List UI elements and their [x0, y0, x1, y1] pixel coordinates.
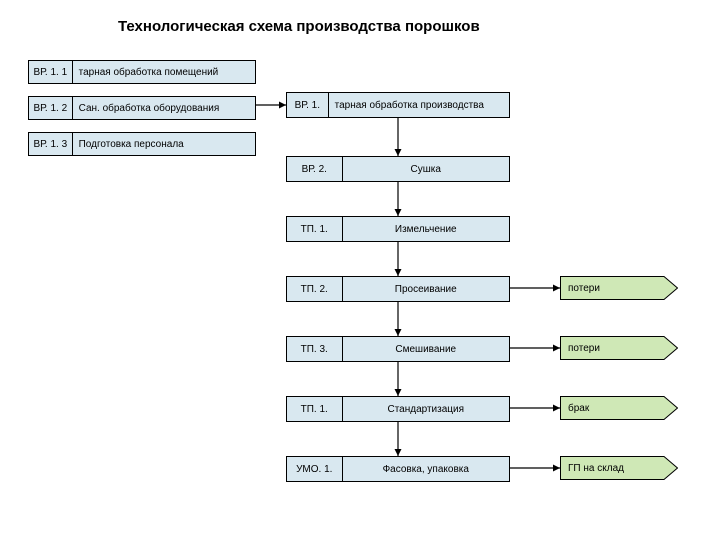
output-tag-label: потери: [568, 336, 600, 360]
node-label: Просеивание: [343, 277, 510, 301]
output-tag-label: потери: [568, 276, 600, 300]
node-code: ТП. 1.: [287, 217, 343, 241]
output-tag-g4: ГП на склад: [560, 456, 678, 480]
flow-node-bp1: ВР. 1.тарная обработка производства: [286, 92, 510, 118]
node-code: ТП. 1.: [287, 397, 343, 421]
output-tag-label: брак: [568, 396, 589, 420]
node-code: ВР. 1.: [287, 93, 329, 117]
node-code: УМО. 1.: [287, 457, 343, 481]
output-tag-g2: потери: [560, 336, 678, 360]
output-tag-label: ГП на склад: [568, 456, 624, 480]
node-label: тарная обработка производства: [329, 93, 509, 117]
diagram-title: Технологическая схема производства порош…: [118, 18, 480, 35]
node-code: ВР. 1. 2: [29, 97, 73, 119]
node-code: ВР. 1. 1: [29, 61, 73, 83]
node-label: Фасовка, упаковка: [343, 457, 510, 481]
node-label: Стандартизация: [343, 397, 510, 421]
node-code: ВР. 2.: [287, 157, 343, 181]
flow-node-bp2: ВР. 2.Сушка: [286, 156, 510, 182]
flow-node-bp13: ВР. 1. 3Подготовка персонала: [28, 132, 256, 156]
output-tag-g1: потери: [560, 276, 678, 300]
flow-node-umo1: УМО. 1.Фасовка, упаковка: [286, 456, 510, 482]
output-tag-g3: брак: [560, 396, 678, 420]
node-label: Измельчение: [343, 217, 510, 241]
node-label: Сан. обработка оборудования: [73, 97, 255, 119]
diagram-root: Технологическая схема производства порош…: [0, 0, 720, 540]
node-label: тарная обработка помещений: [73, 61, 255, 83]
node-code: ТП. 3.: [287, 337, 343, 361]
flow-node-bp12: ВР. 1. 2Сан. обработка оборудования: [28, 96, 256, 120]
node-label: Смешивание: [343, 337, 510, 361]
node-code: ВР. 1. 3: [29, 133, 73, 155]
flow-node-tp1b: ТП. 1.Стандартизация: [286, 396, 510, 422]
node-label: Подготовка персонала: [73, 133, 255, 155]
node-label: Сушка: [343, 157, 510, 181]
flow-node-bp11: ВР. 1. 1тарная обработка помещений: [28, 60, 256, 84]
flow-node-tp3: ТП. 3.Смешивание: [286, 336, 510, 362]
flow-node-tp1: ТП. 1.Измельчение: [286, 216, 510, 242]
flow-node-tp2: ТП. 2.Просеивание: [286, 276, 510, 302]
node-code: ТП. 2.: [287, 277, 343, 301]
